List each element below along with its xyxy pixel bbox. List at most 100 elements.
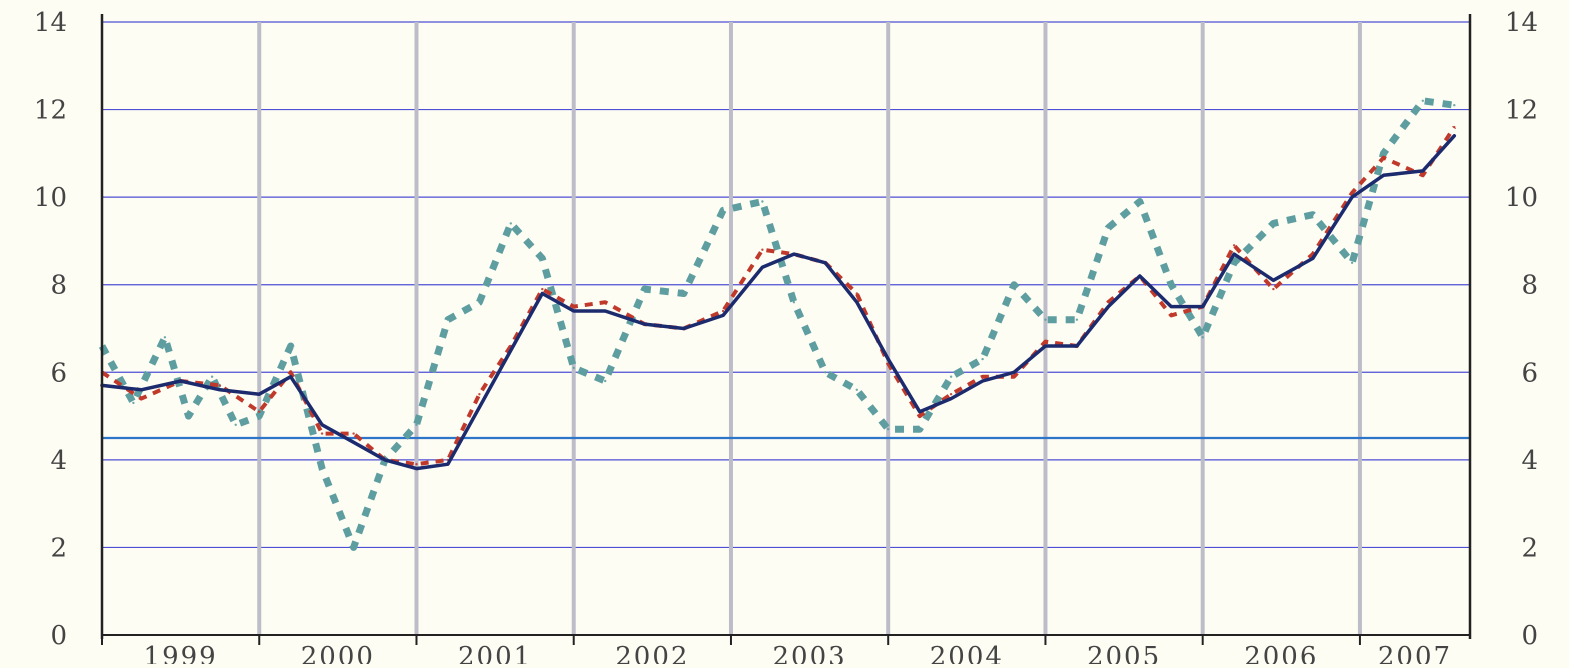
data-point-dashed-32 [1170, 314, 1173, 317]
data-point-solid-31 [1138, 274, 1142, 278]
data-point-solid-6 [320, 423, 324, 426]
y-tick-label-right-10: 10 [1505, 183, 1538, 213]
data-point-solid-19 [761, 266, 764, 269]
data-point-dashed-11 [478, 393, 481, 396]
data-point-solid-37 [1350, 195, 1354, 199]
data-point-dashed-1 [140, 397, 143, 400]
data-point-solid-4 [258, 393, 261, 396]
y-tick-label-left-12: 12 [34, 96, 67, 126]
data-point-solid-8 [383, 458, 387, 462]
data-point-dotted-4 [210, 375, 214, 378]
data-point-solid-22 [855, 301, 858, 304]
data-point-dashed-30 [1107, 301, 1110, 304]
data-point-dashed-4 [258, 410, 261, 413]
data-point-dotted-16 [572, 366, 575, 370]
series-line-dashed [100, 126, 1456, 467]
y-tick-label-right-0: 0 [1521, 621, 1538, 651]
data-point-dashed-25 [949, 393, 953, 396]
data-point-solid-3 [218, 388, 222, 391]
data-point-dotted-41 [1421, 99, 1425, 103]
data-point-dotted-20 [721, 209, 725, 212]
data-point-dashed-15 [604, 301, 607, 304]
data-point-dotted-22 [792, 301, 796, 304]
data-point-dotted-31 [1075, 318, 1079, 321]
y-tick-label-right-8: 8 [1521, 271, 1538, 301]
data-point-dashed-9 [415, 463, 418, 466]
data-point-solid-12 [509, 349, 512, 352]
data-point-dashed-39 [1421, 174, 1425, 177]
data-point-dotted-39 [1350, 261, 1354, 264]
data-point-dotted-21 [761, 200, 764, 203]
data-point-dotted-7 [289, 344, 292, 348]
data-point-dashed-22 [855, 292, 858, 295]
data-point-dotted-13 [478, 301, 481, 304]
y-tick-label-left-8: 8 [50, 271, 67, 301]
data-point-solid-5 [289, 375, 292, 378]
data-point-solid-39 [1421, 169, 1425, 173]
y-tick-label-left-10: 10 [34, 183, 67, 213]
y-tick-label-right-2: 2 [1521, 533, 1538, 563]
data-point-dotted-15 [541, 257, 544, 260]
data-point-solid-36 [1311, 257, 1315, 260]
data-point-dashed-7 [352, 432, 355, 435]
data-point-solid-10 [446, 463, 450, 466]
data-point-solid-18 [721, 314, 725, 317]
series-line-solid [100, 134, 1457, 471]
data-point-dotted-34 [1170, 283, 1173, 286]
grid-layer [102, 21, 1470, 636]
data-point-solid-21 [824, 261, 827, 264]
data-point-dashed-40 [1453, 125, 1456, 129]
x-tick-label-2003: 2003 [773, 642, 847, 664]
y-tick-label-right-12: 12 [1505, 96, 1538, 126]
data-point-solid-15 [604, 309, 607, 313]
x-tick-label-2002: 2002 [615, 642, 689, 664]
x-tick-label-2004: 2004 [930, 642, 1004, 664]
data-point-dotted-1 [132, 401, 135, 405]
data-point-solid-13 [541, 292, 544, 295]
data-point-dotted-17 [604, 379, 607, 383]
data-point-dotted-35 [1201, 336, 1204, 339]
data-point-solid-11 [478, 406, 481, 409]
data-point-dashed-38 [1382, 156, 1385, 159]
y-tick-label-right-4: 4 [1521, 446, 1538, 476]
series-layer [98, 97, 1457, 551]
data-point-solid-23 [887, 357, 890, 361]
data-point-solid-30 [1107, 305, 1110, 308]
data-point-dotted-14 [509, 222, 512, 225]
data-point-solid-7 [352, 441, 355, 444]
data-point-dashed-34 [1232, 244, 1236, 247]
data-point-dotted-30 [1044, 318, 1047, 321]
data-point-solid-25 [949, 397, 953, 400]
data-point-dotted-19 [682, 292, 685, 295]
axes-layer [100, 14, 1472, 645]
data-point-dotted-24 [855, 388, 858, 391]
y-tick-label-left-6: 6 [50, 358, 67, 388]
data-point-dashed-28 [1044, 340, 1047, 343]
data-point-solid-24 [918, 410, 921, 413]
data-point-dotted-37 [1272, 222, 1275, 225]
data-point-dotted-42 [1453, 104, 1456, 107]
data-point-solid-29 [1075, 344, 1079, 348]
y-tick-label-left-0: 0 [50, 621, 67, 651]
y-tick-label-right-6: 6 [1521, 358, 1538, 388]
data-point-solid-17 [682, 327, 685, 330]
data-point-dotted-6 [258, 414, 261, 418]
data-point-dashed-26 [981, 375, 984, 378]
data-point-dashed-3 [218, 384, 222, 387]
data-point-dotted-5 [234, 423, 237, 426]
data-point-dotted-2 [163, 336, 167, 339]
data-point-solid-27 [1012, 371, 1016, 374]
data-point-solid-40 [1453, 134, 1456, 137]
data-point-dotted-23 [824, 371, 827, 374]
data-point-solid-1 [140, 388, 143, 391]
data-point-solid-32 [1170, 305, 1173, 308]
data-point-dashed-13 [541, 287, 544, 291]
series-line-dotted [98, 97, 1455, 551]
data-point-dashed-37 [1350, 191, 1354, 194]
x-tick-label-2007: 2007 [1378, 642, 1452, 664]
x-tick-label-2000: 2000 [301, 642, 375, 664]
y-tick-label-left-2: 2 [50, 533, 67, 563]
data-point-dotted-32 [1107, 226, 1110, 229]
y-tick-label-left-4: 4 [50, 446, 67, 476]
